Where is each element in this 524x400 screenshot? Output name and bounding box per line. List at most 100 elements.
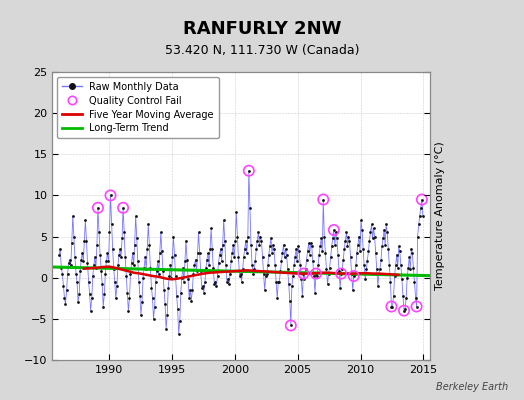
Point [390, 273, 399, 279]
Point [402, 295, 410, 302]
Point [387, 303, 396, 310]
Point [183, 256, 191, 263]
Point [79, 258, 88, 264]
Point [196, 268, 205, 274]
Point [305, 252, 314, 258]
Point [316, 243, 324, 250]
Point [59, 283, 68, 289]
Point [400, 308, 408, 314]
Point [341, 238, 350, 244]
Point [71, 254, 79, 260]
Point [154, 258, 162, 264]
Point [260, 287, 269, 293]
Point [99, 303, 107, 310]
Point [351, 270, 359, 277]
Point [119, 204, 127, 211]
Point [310, 273, 318, 279]
Point [88, 295, 96, 302]
Point [132, 213, 140, 219]
Point [143, 246, 151, 252]
Point [204, 250, 212, 256]
Point [300, 276, 309, 282]
Point [278, 250, 287, 256]
Point [101, 270, 110, 277]
Point [247, 242, 255, 248]
Point [158, 248, 166, 254]
Point [266, 243, 274, 250]
Point [293, 258, 301, 264]
Point [243, 250, 251, 256]
Point [392, 252, 401, 258]
Point [350, 273, 358, 279]
Point [147, 284, 156, 291]
Point [292, 246, 300, 252]
Point [89, 273, 97, 279]
Point [245, 168, 253, 174]
Point [251, 258, 259, 264]
Point [309, 258, 317, 264]
Point [296, 262, 304, 268]
Point [137, 312, 145, 318]
Point [413, 233, 422, 240]
Point [74, 299, 82, 306]
Point [350, 273, 358, 279]
Point [283, 266, 292, 273]
Point [324, 270, 333, 277]
Point [57, 265, 66, 271]
Point [224, 276, 232, 282]
Point [145, 242, 154, 248]
Text: 53.420 N, 111.730 W (Canada): 53.420 N, 111.730 W (Canada) [165, 44, 359, 57]
Point [244, 233, 252, 240]
Point [372, 250, 380, 256]
Point [319, 196, 328, 203]
Point [108, 246, 117, 252]
Point [330, 227, 338, 233]
Point [60, 295, 69, 302]
Point [369, 225, 378, 232]
Point [97, 268, 105, 274]
Point [321, 250, 330, 256]
Point [235, 273, 244, 279]
Point [81, 217, 90, 223]
Point [302, 256, 311, 263]
Point [193, 250, 202, 256]
Point [103, 250, 112, 256]
Point [84, 279, 93, 285]
Point [66, 256, 74, 263]
Point [312, 270, 320, 277]
Point [336, 284, 344, 291]
Point [397, 262, 405, 268]
Point [245, 168, 253, 174]
Point [94, 204, 102, 211]
Point [142, 266, 150, 273]
Point [363, 258, 372, 264]
Point [290, 262, 298, 268]
Point [170, 252, 179, 258]
Point [318, 248, 326, 254]
Point [378, 243, 386, 250]
Point [125, 295, 134, 302]
Point [419, 213, 427, 219]
Point [320, 233, 329, 240]
Point [73, 279, 81, 285]
Point [182, 238, 190, 244]
Point [159, 268, 167, 274]
Point [409, 265, 418, 271]
Point [360, 262, 368, 268]
Point [370, 233, 379, 240]
Point [124, 308, 133, 314]
Point [352, 262, 360, 268]
Point [155, 270, 163, 277]
Point [313, 273, 321, 279]
Point [129, 262, 138, 268]
Point [148, 295, 157, 302]
Point [222, 262, 230, 268]
Point [339, 256, 347, 263]
Point [338, 266, 346, 273]
Point [58, 270, 67, 277]
Point [162, 326, 170, 332]
Point [134, 258, 142, 264]
Point [365, 238, 374, 244]
Point [173, 306, 182, 312]
Point [416, 213, 424, 219]
